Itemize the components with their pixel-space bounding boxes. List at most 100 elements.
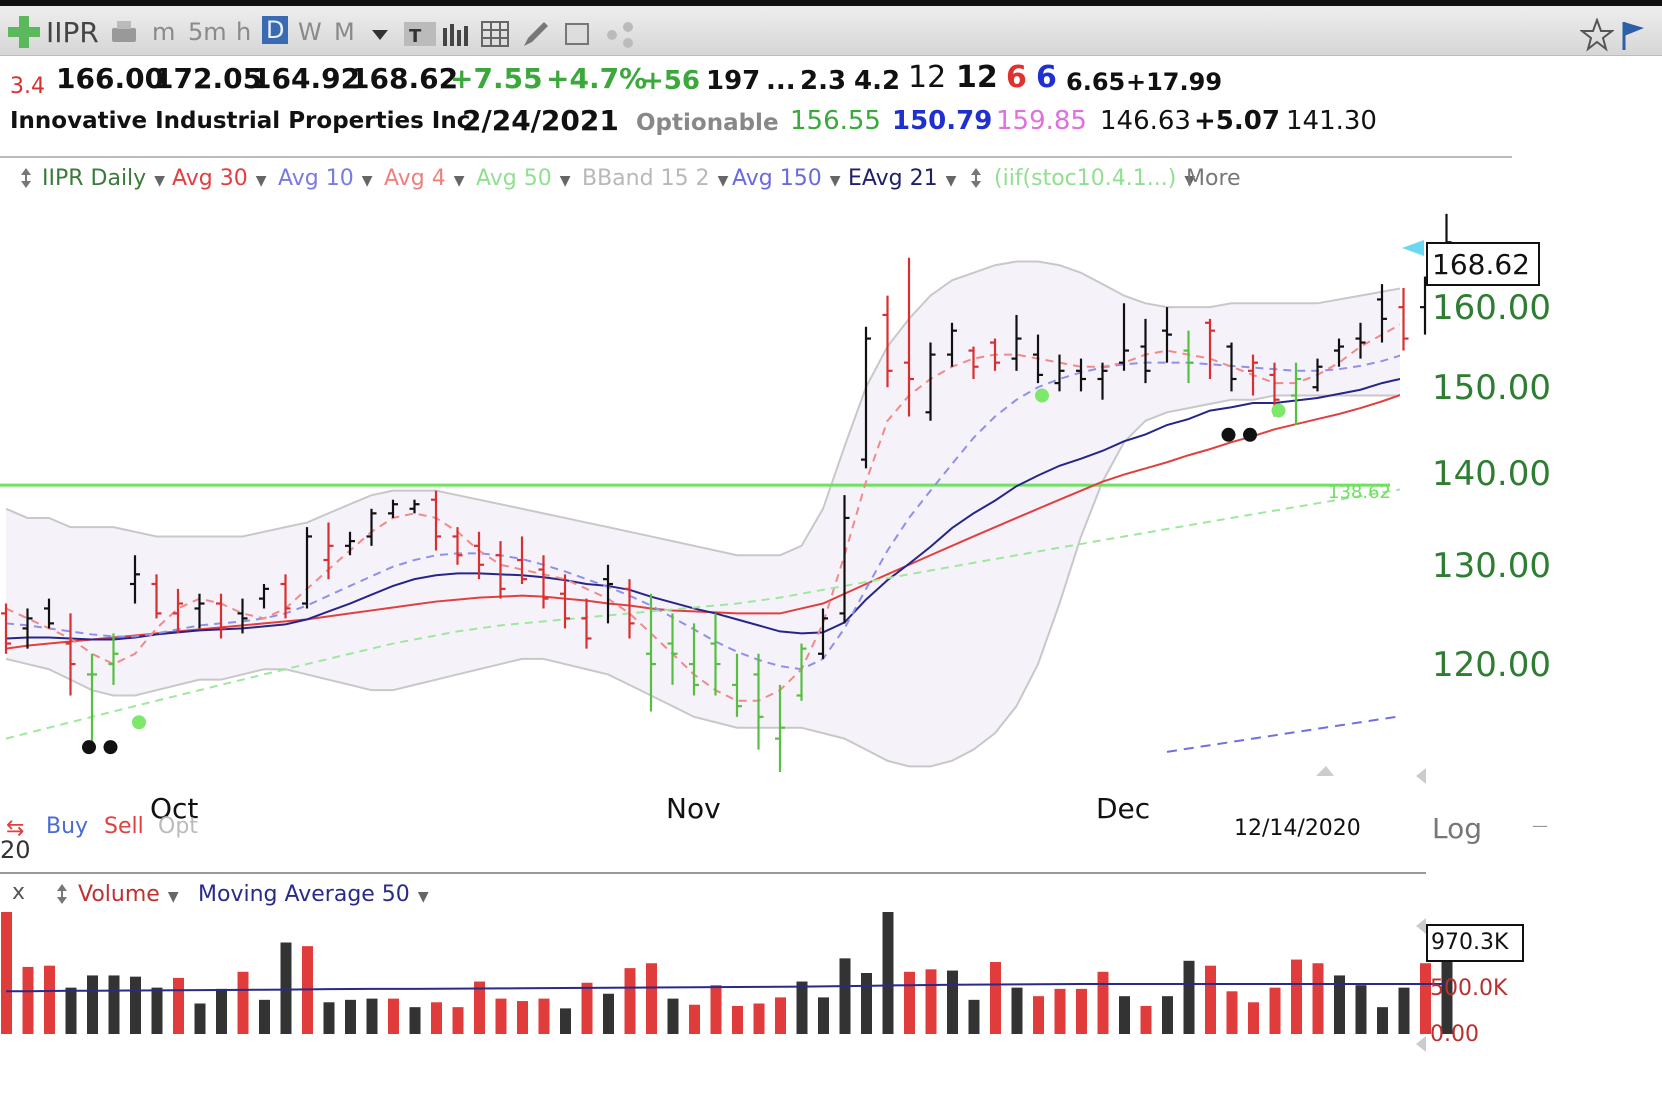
- company-name: Innovative Industrial Properties Inc: [10, 108, 471, 134]
- ohlc-bar: [173, 588, 183, 634]
- interval-h[interactable]: h: [236, 18, 252, 46]
- legend-bband[interactable]: BBand 15 2 ▼: [582, 166, 729, 191]
- grid-icon[interactable]: [480, 20, 514, 50]
- bar-style-icon[interactable]: [440, 20, 474, 50]
- volume-close-button[interactable]: x: [12, 880, 26, 905]
- legend-avg-30[interactable]: Avg 30 ▼: [172, 166, 267, 191]
- volume-bar: [388, 998, 399, 1034]
- ohlc-bar: [1226, 342, 1237, 392]
- share-icon[interactable]: [604, 20, 638, 50]
- ohlc-bar: [1355, 322, 1366, 359]
- ohlc-bar: [323, 522, 334, 580]
- buy-sell-icon[interactable]: ⇆: [6, 816, 25, 841]
- volume-bar: [603, 993, 614, 1034]
- chevron-down-icon[interactable]: [370, 26, 390, 46]
- y-axis-tick-label: 120.00: [1432, 645, 1551, 685]
- quote-v7: 6: [1006, 60, 1027, 95]
- quote-v5: 12: [908, 60, 947, 95]
- volume-tick-zero: 0.00: [1430, 1022, 1479, 1047]
- legend-volume[interactable]: Volume ▼: [78, 882, 179, 907]
- y-axis-tick-label: 140.00: [1432, 454, 1551, 494]
- quote-v1: +56: [642, 66, 700, 96]
- volume-bar: [818, 997, 829, 1034]
- legend-iipr-daily[interactable]: IIPR Daily ▼: [42, 166, 165, 191]
- ohlc-bar: [603, 564, 613, 624]
- last-price-label: 168.62: [1432, 248, 1530, 281]
- x-axis-label: Dec: [1096, 792, 1150, 825]
- volume-bar: [280, 942, 292, 1034]
- volume-bar: [882, 912, 894, 1034]
- symbol-label[interactable]: IIPR: [46, 16, 99, 49]
- legend-iif-stoc[interactable]: (iif(stoc10.4.1...) ▼: [994, 166, 1196, 191]
- legend-avg-50[interactable]: Avg 50 ▼: [476, 166, 571, 191]
- quote-line-2: Innovative Industrial Properties Inc 2/2…: [0, 104, 1662, 156]
- bollinger-upper-line: [5, 260, 1400, 557]
- ma-line-avg-50: [5, 488, 1400, 740]
- volume-bar: [1377, 1007, 1388, 1034]
- volume-bar: [560, 1008, 571, 1034]
- ohlc-bar: [753, 653, 764, 750]
- interval-m[interactable]: m: [152, 18, 176, 46]
- volume-bar: [259, 999, 270, 1034]
- buy-button[interactable]: Buy: [46, 814, 89, 839]
- gl-line-label: 138.62: [1328, 482, 1391, 503]
- ohlc-bar: [216, 593, 226, 639]
- volume-bar: [65, 987, 77, 1034]
- price-change-pct: +4.7%: [546, 62, 648, 95]
- volume-bar: [44, 965, 55, 1034]
- footer-left-label: 20: [0, 836, 31, 864]
- add-symbol-icon[interactable]: [6, 14, 46, 54]
- ohlc-bar: [366, 508, 377, 546]
- volume-bar: [474, 981, 485, 1034]
- panel-collapse-icon[interactable]: —: [1532, 816, 1548, 835]
- quote-ellipsis: ...: [766, 66, 796, 96]
- legend-avg-4[interactable]: Avg 4 ▼: [384, 166, 465, 191]
- volume-bar: [947, 970, 958, 1034]
- volume-bar: [732, 1005, 743, 1034]
- log-scale-toggle[interactable]: Log: [1432, 812, 1483, 845]
- volume-bar: [1248, 1002, 1259, 1034]
- legend-more[interactable]: More: [1186, 166, 1241, 191]
- interval-d-active[interactable]: D: [262, 16, 289, 44]
- printer-icon[interactable]: [108, 18, 140, 50]
- quote-value-b: 150.79: [892, 106, 993, 136]
- ohlc-bar: [1033, 334, 1043, 384]
- volume-scroll-marker-bottom: [1416, 1036, 1426, 1052]
- ohlc-bar: [689, 623, 699, 696]
- star-icon[interactable]: [1580, 18, 1614, 52]
- ohlc-bar: [1162, 307, 1172, 363]
- flag-icon[interactable]: [1618, 18, 1658, 52]
- ohlc-bar: [1, 603, 11, 654]
- opt-button[interactable]: Opt: [158, 814, 198, 839]
- interval-5m[interactable]: 5m: [188, 18, 227, 46]
- volume-bar: [431, 1002, 442, 1034]
- ohlc-bar: [388, 499, 398, 518]
- ohlc-bar: [732, 653, 742, 717]
- volume-bar: [1076, 988, 1087, 1034]
- volume-bar: [1097, 971, 1109, 1034]
- interval-w[interactable]: W: [298, 18, 322, 46]
- ohlc-bar: [108, 633, 119, 685]
- legend-avg-10[interactable]: Avg 10 ▼: [278, 166, 373, 191]
- quote-v8: 6: [1036, 60, 1057, 95]
- legend-eavg-21[interactable]: EAvg 21 ▼: [848, 166, 957, 191]
- ohlc-bar: [904, 257, 914, 417]
- reorder-icon-2[interactable]: [968, 166, 984, 190]
- ma-line-avg-10: [5, 354, 1400, 671]
- interval-m-monthly[interactable]: M: [334, 18, 355, 46]
- legend-avg-150[interactable]: Avg 150 ▼: [732, 166, 841, 191]
- volume-reorder-icon[interactable]: [54, 882, 70, 906]
- sell-button[interactable]: Sell: [104, 814, 144, 839]
- quote-date: 2/24/2021: [462, 104, 619, 137]
- text-tool-icon[interactable]: T: [404, 20, 438, 50]
- last-price-marker: [1402, 240, 1424, 256]
- legend-volume-ma[interactable]: Moving Average 50 ▼: [198, 882, 429, 907]
- volume-bar: [775, 997, 786, 1034]
- pencil-icon[interactable]: [520, 20, 554, 50]
- ohlc-bar: [1011, 314, 1022, 371]
- y-axis-tick-label: 150.00: [1432, 368, 1551, 408]
- reorder-icon[interactable]: [18, 166, 34, 190]
- notes-icon[interactable]: [562, 20, 596, 50]
- last-price-box: 168.62: [1426, 242, 1540, 286]
